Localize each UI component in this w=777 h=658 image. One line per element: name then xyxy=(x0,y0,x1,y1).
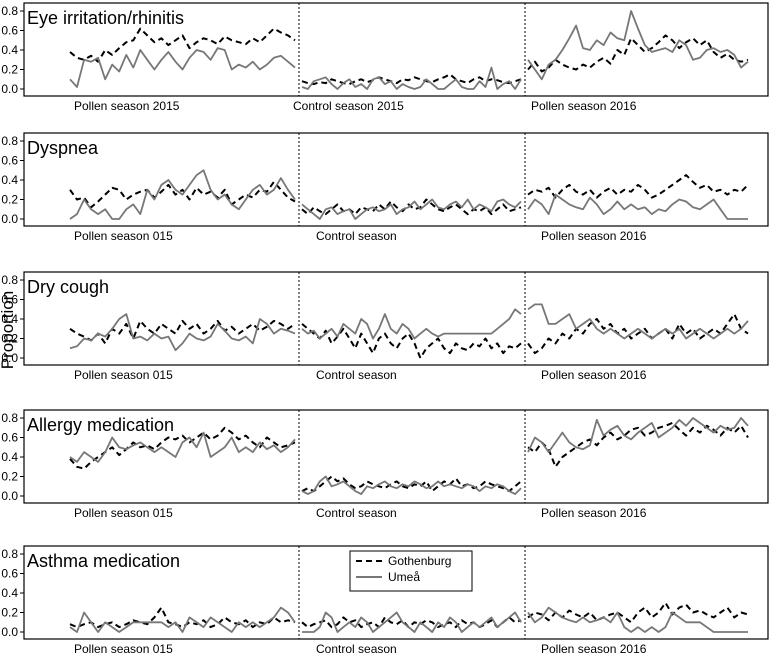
season-label: Pollen season 015 xyxy=(74,368,173,382)
series-line xyxy=(301,475,522,493)
panel-4: 0.0 0.2 0.4 0.6 0.8 Asthma medication Pollen s… xyxy=(1,545,769,656)
series-line xyxy=(69,431,296,463)
series-line xyxy=(301,198,522,220)
season-label: Pollen season 015 xyxy=(74,506,173,520)
y-tick-label: 0.2 xyxy=(1,470,18,484)
y-tick-label: 0.4 xyxy=(1,312,18,326)
y-tick-label: 0.0 xyxy=(1,625,18,639)
y-tick-label: 0.4 xyxy=(1,450,18,464)
y-tick-label: 0.6 xyxy=(1,154,18,168)
y-tick-label: 0.4 xyxy=(1,173,18,187)
y-tick-label: 0.6 xyxy=(1,567,18,581)
series-line xyxy=(527,174,749,199)
series-line xyxy=(69,169,296,220)
season-label: Control season xyxy=(316,368,397,382)
y-tick-label: 0.0 xyxy=(1,212,18,226)
panel-title: Allergy medication xyxy=(27,415,174,435)
series-line xyxy=(527,303,749,340)
series-line xyxy=(69,606,296,633)
y-tick-label: 0.4 xyxy=(1,43,18,57)
y-tick-label: 0.2 xyxy=(1,63,18,77)
y-tick-label: 0.0 xyxy=(1,351,18,365)
series-line xyxy=(69,47,296,88)
y-tick-label: 0.2 xyxy=(1,606,18,620)
series-line xyxy=(527,34,749,73)
season-label: Pollen season 015 xyxy=(74,642,173,656)
series-line xyxy=(527,421,749,468)
series-line xyxy=(527,417,749,454)
season-label: Pollen season 2016 xyxy=(541,506,647,520)
series-line xyxy=(301,198,522,216)
y-tick-label: 0.0 xyxy=(1,82,18,96)
series-line xyxy=(69,426,296,470)
y-tick-label: 0.2 xyxy=(1,193,18,207)
series-line xyxy=(301,66,522,90)
season-label: Control season 2015 xyxy=(293,99,404,113)
y-tick-label: 0.8 xyxy=(1,547,18,561)
series-line xyxy=(301,616,522,629)
series-line xyxy=(69,319,296,345)
series-line xyxy=(302,611,522,633)
y-tick-label: 0.4 xyxy=(1,586,18,600)
season-label: Pollen season 2016 xyxy=(541,642,647,656)
season-label: Pollen season 2015 xyxy=(74,99,180,113)
y-tick-label: 0.2 xyxy=(1,332,18,346)
y-tick-label: 0.6 xyxy=(1,293,18,307)
y-tick-label: 0.0 xyxy=(1,489,18,503)
series-line xyxy=(527,193,748,220)
legend-label: Gothenburg xyxy=(388,554,451,568)
series-line xyxy=(301,475,522,496)
legend-box xyxy=(349,550,473,592)
series-line xyxy=(69,27,296,63)
season-label: Control season xyxy=(316,229,397,243)
series-line xyxy=(301,323,522,359)
panel-title: Asthma medication xyxy=(27,551,180,571)
y-tick-label: 0.8 xyxy=(1,411,18,425)
panel-frame xyxy=(23,271,769,366)
y-axis-label: Proportion xyxy=(0,291,17,369)
series-line xyxy=(527,313,749,355)
panel-title: Eye irritation/rhinitis xyxy=(27,8,184,28)
series-line xyxy=(69,313,296,352)
legend-label: Umeå xyxy=(388,570,420,584)
panel-1: 0.0 0.2 0.4 0.6 0.8 Dyspnea Pollen season 015 C… xyxy=(1,132,769,243)
series-line xyxy=(527,606,748,633)
series-line xyxy=(301,308,522,340)
panel-3: 0.0 0.2 0.4 0.6 0.8 Allergy medication Pollen … xyxy=(1,409,769,520)
series-line xyxy=(527,10,749,81)
season-label: Pollen season 2016 xyxy=(541,368,647,382)
season-label: Pollen season 015 xyxy=(74,229,173,243)
panel-title: Dyspnea xyxy=(27,138,99,158)
y-tick-label: 0.6 xyxy=(1,24,18,38)
panel-2: 0.0 0.2 0.4 0.6 0.8 Dry cough Pollen season 01… xyxy=(1,271,769,382)
y-tick-label: 0.6 xyxy=(1,431,18,445)
series-line xyxy=(69,180,296,209)
y-tick-label: 0.8 xyxy=(1,273,18,287)
legend: Gothenburg Umeå xyxy=(349,550,473,592)
season-label: Control season xyxy=(316,642,397,656)
season-label: Control season xyxy=(316,506,397,520)
y-tick-label: 0.8 xyxy=(1,134,18,148)
series-line xyxy=(527,601,749,624)
season-label: Pollen season 2016 xyxy=(531,99,637,113)
panel-title: Dry cough xyxy=(27,277,109,297)
y-tick-label: 0.8 xyxy=(1,4,18,18)
panel-0: 0.0 0.2 0.4 0.6 0.8 Eye irritation/rhinitis Po… xyxy=(1,2,769,113)
season-label: Pollen season 2016 xyxy=(541,229,647,243)
